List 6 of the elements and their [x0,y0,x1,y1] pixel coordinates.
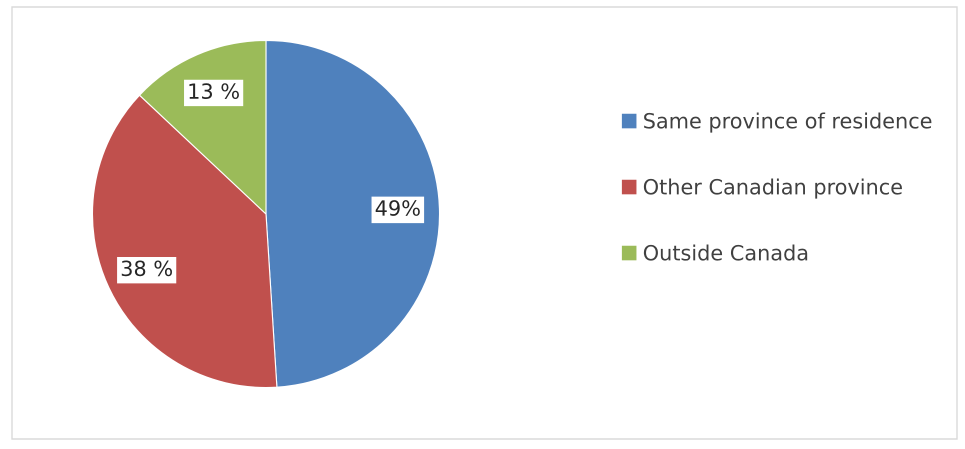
legend-label: Same province of residence [644,112,932,133]
data-label: 49% [376,200,420,216]
data-label: 38 % [122,260,172,276]
legend-label: Other Canadian province [644,178,902,199]
legend-label: Outside Canada [644,244,808,261]
data-label: 13 % [189,83,239,100]
